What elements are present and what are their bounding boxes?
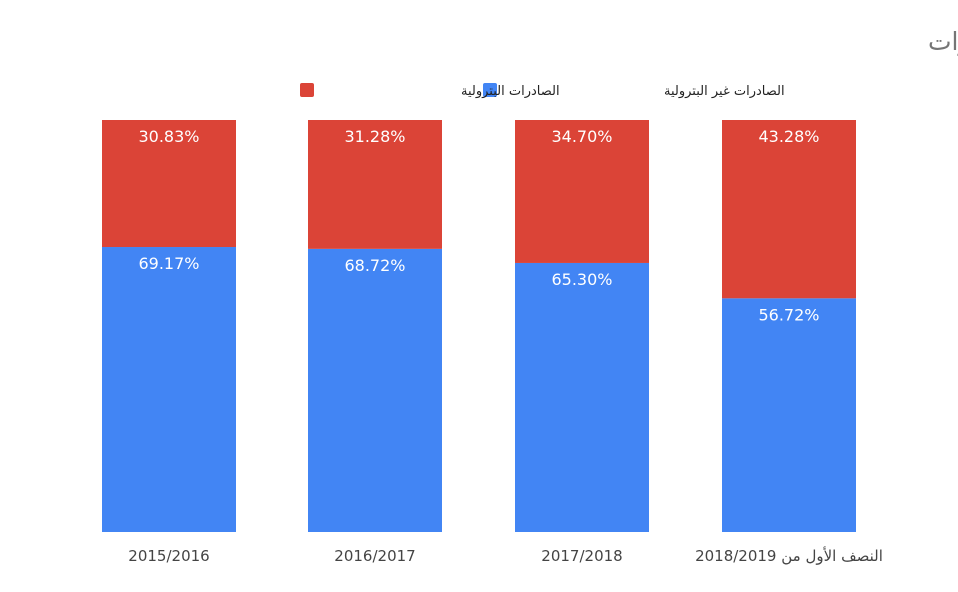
bar-non-petroleum-3 (722, 298, 856, 532)
data-label-petroleum-2: 34.70% (551, 127, 612, 146)
x-axis-ticks: 2015/2016 2016/2017 2017/2018 النصف الأول م… (128, 546, 883, 565)
bar-petroleum-0 (102, 120, 236, 248)
bar-non-petroleum-2 (515, 262, 649, 532)
legend-label-non-petroleum: الصادرات غير البترولية (664, 84, 785, 99)
legend-swatch-petroleum (300, 83, 314, 97)
bar-non-petroleum-0 (102, 247, 236, 533)
bar-petroleum-2 (515, 120, 649, 263)
bar-petroleum-3 (722, 120, 856, 299)
data-label-non-petroleum-3: 56.72% (758, 305, 819, 324)
data-label-petroleum-0: 30.83% (138, 127, 199, 146)
x-tick-label-1: 2016/2017 (334, 547, 415, 565)
x-tick-label-3: النصف الأول من 2018/2019 (695, 546, 883, 565)
bars (102, 120, 856, 533)
x-tick-label-2: 2017/2018 (541, 547, 622, 565)
data-label-non-petroleum-0: 69.17% (138, 254, 199, 273)
legend-swatch-non-petroleum (483, 83, 497, 97)
data-label-petroleum-3: 43.28% (758, 127, 819, 146)
bar-petroleum-1 (308, 120, 442, 249)
legend: الصادرات غير البترولية الصادرات البترولية (300, 83, 785, 99)
chart-title: الصادرات البترولية وغير البترولية كنسبة … (928, 27, 958, 57)
data-label-non-petroleum-1: 68.72% (344, 256, 405, 275)
data-labels: 69.17% 30.83% 68.72% 31.28% 65.30% 34.70% 56.7… (138, 127, 819, 324)
data-label-non-petroleum-2: 65.30% (551, 270, 612, 289)
bar-non-petroleum-1 (308, 248, 442, 532)
legend-label-petroleum: الصادرات البترولية (461, 84, 560, 99)
data-label-petroleum-1: 31.28% (344, 127, 405, 146)
x-tick-label-0: 2015/2016 (128, 547, 209, 565)
